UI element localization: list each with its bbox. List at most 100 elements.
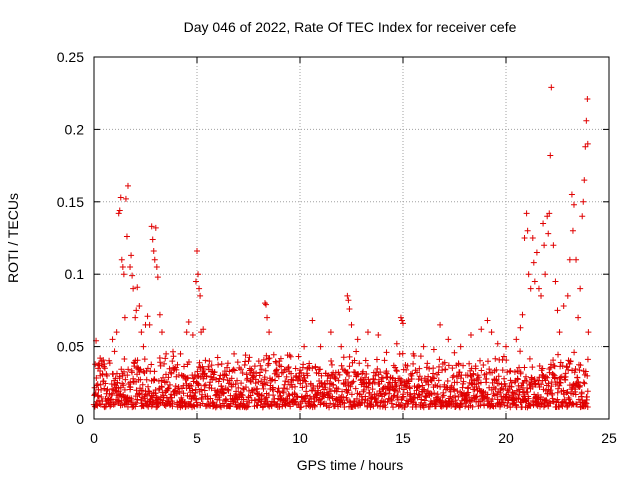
baseline-point: [554, 396, 561, 403]
baseline-point: [198, 386, 205, 393]
baseline-point: [94, 392, 101, 399]
baseline-point: [246, 354, 253, 361]
baseline-point: [311, 403, 318, 410]
baseline-point: [205, 363, 212, 370]
data-point: [529, 235, 536, 241]
baseline-point: [451, 387, 458, 394]
baseline-point: [577, 362, 584, 369]
data-point: [531, 278, 538, 285]
baseline-point: [382, 390, 389, 397]
baseline-point: [157, 393, 164, 400]
data-point: [169, 358, 176, 365]
baseline-point: [467, 397, 474, 404]
data-point: [109, 336, 116, 343]
baseline-point: [185, 359, 192, 366]
baseline-point: [510, 390, 517, 397]
baseline-point: [261, 376, 268, 383]
data-point: [569, 227, 576, 234]
baseline-point: [273, 366, 280, 373]
baseline-point: [411, 390, 418, 397]
baseline-point: [370, 376, 377, 383]
baseline-point: [116, 373, 123, 380]
baseline-point: [557, 379, 564, 386]
grid: [94, 57, 609, 419]
baseline-point: [550, 357, 557, 364]
data-point: [127, 263, 134, 270]
baseline-point: [202, 357, 209, 364]
baseline-point: [321, 380, 328, 387]
baseline-point: [282, 378, 289, 385]
baseline-point: [380, 375, 387, 382]
baseline-point: [576, 367, 583, 374]
data-point: [133, 307, 140, 314]
baseline-point: [514, 376, 521, 383]
baseline-point: [169, 400, 176, 407]
baseline-point: [97, 401, 104, 408]
data-point: [151, 256, 158, 263]
x-axis-ticks: 0 5 10 15 20 25: [90, 57, 617, 446]
baseline-point: [525, 395, 532, 402]
baseline-point: [200, 366, 207, 373]
baseline-point: [416, 383, 423, 390]
baseline-point: [578, 393, 585, 400]
baseline-point: [331, 374, 338, 381]
baseline-point: [544, 374, 551, 381]
baseline-point: [575, 383, 582, 390]
baseline-point: [363, 371, 370, 378]
baseline-point: [393, 367, 400, 374]
baseline-point: [270, 351, 277, 358]
baseline-point: [203, 372, 210, 379]
baseline-point: [302, 378, 309, 385]
baseline-point: [160, 392, 167, 399]
baseline-point: [503, 357, 510, 364]
data-points: [90, 84, 592, 411]
baseline-point: [512, 391, 519, 398]
baseline-point: [168, 394, 175, 401]
baseline-point: [232, 381, 239, 388]
baseline-point: [513, 387, 520, 394]
baseline-point: [224, 360, 231, 367]
baseline-point: [521, 364, 528, 371]
data-point: [134, 284, 141, 291]
data-point: [97, 355, 104, 362]
baseline-point: [515, 395, 522, 402]
baseline-point: [296, 367, 303, 374]
baseline-point: [222, 371, 229, 378]
baseline-point: [448, 382, 455, 389]
baseline-point: [435, 369, 442, 376]
baseline-point: [270, 386, 277, 393]
baseline-point: [192, 386, 199, 393]
baseline-point: [493, 376, 500, 383]
baseline-point: [125, 366, 132, 373]
baseline-point: [572, 391, 579, 398]
baseline-point: [283, 373, 290, 380]
baseline-point: [351, 357, 358, 364]
baseline-point: [434, 382, 441, 389]
baseline-point: [465, 384, 472, 391]
baseline-point: [542, 373, 549, 380]
baseline-point: [312, 364, 319, 371]
baseline-point: [508, 379, 515, 386]
baseline-point: [353, 395, 360, 402]
baseline-point: [273, 367, 280, 374]
data-point: [124, 182, 131, 189]
data-point: [146, 321, 153, 328]
data-point: [517, 324, 524, 331]
baseline-point: [445, 362, 452, 369]
baseline-point: [173, 390, 180, 397]
baseline-point: [346, 372, 353, 379]
baseline-point: [436, 363, 443, 370]
baseline-point: [211, 369, 218, 376]
baseline-point: [310, 384, 317, 391]
data-point: [255, 358, 262, 365]
baseline-point: [360, 368, 367, 375]
baseline-point: [484, 358, 491, 365]
data-point: [542, 271, 549, 278]
baseline-point: [493, 366, 500, 373]
baseline-point: [298, 404, 305, 411]
baseline-point: [486, 366, 493, 373]
baseline-point: [562, 370, 569, 377]
baseline-point: [421, 386, 428, 393]
baseline-point: [184, 375, 191, 382]
baseline-point: [254, 402, 261, 409]
